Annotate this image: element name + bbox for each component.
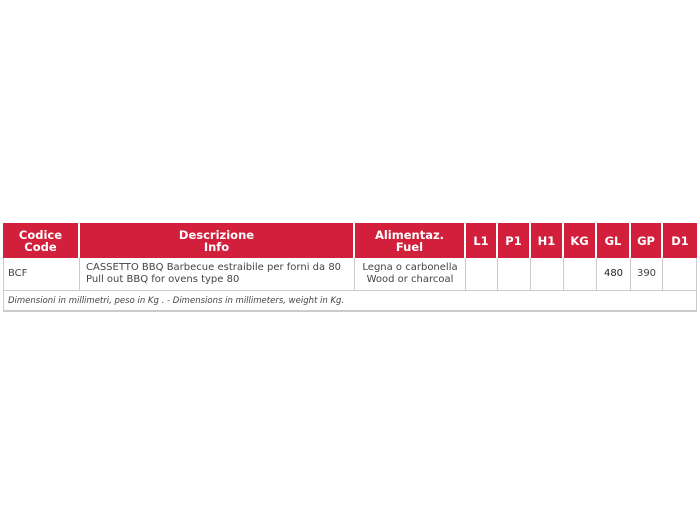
header-description: Descrizione Info <box>80 223 355 258</box>
footnote: Dimensioni in millimetri, peso in Kg . -… <box>3 291 697 312</box>
header-p1: P1 <box>498 223 531 258</box>
table-row: BCF CASSETTO BBQ Barbecue estraibile per… <box>3 258 697 291</box>
cell-h1 <box>531 258 564 291</box>
header-kg: KG <box>564 223 597 258</box>
product-table: Codice Code Descrizione Info Alimentaz. Fue… <box>3 223 697 312</box>
cell-d1 <box>663 258 697 291</box>
cell-p1 <box>498 258 531 291</box>
cell-kg <box>564 258 597 291</box>
cell-code: BCF <box>3 258 80 291</box>
header-h1: H1 <box>531 223 564 258</box>
header-d1: D1 <box>663 223 697 258</box>
header-gl: GL <box>597 223 631 258</box>
cell-description: CASSETTO BBQ Barbecue estraibile per for… <box>80 258 355 291</box>
header-code: Codice Code <box>3 223 80 258</box>
header-fuel: Alimentaz. Fuel <box>355 223 466 258</box>
cell-gl: 480 <box>597 258 631 291</box>
header-gp: GP <box>631 223 663 258</box>
cell-fuel: Legna o carbonella Wood or charcoal <box>355 258 466 291</box>
table-header: Codice Code Descrizione Info Alimentaz. Fue… <box>3 223 697 258</box>
cell-l1 <box>466 258 498 291</box>
cell-gp: 390 <box>631 258 663 291</box>
header-l1: L1 <box>466 223 498 258</box>
